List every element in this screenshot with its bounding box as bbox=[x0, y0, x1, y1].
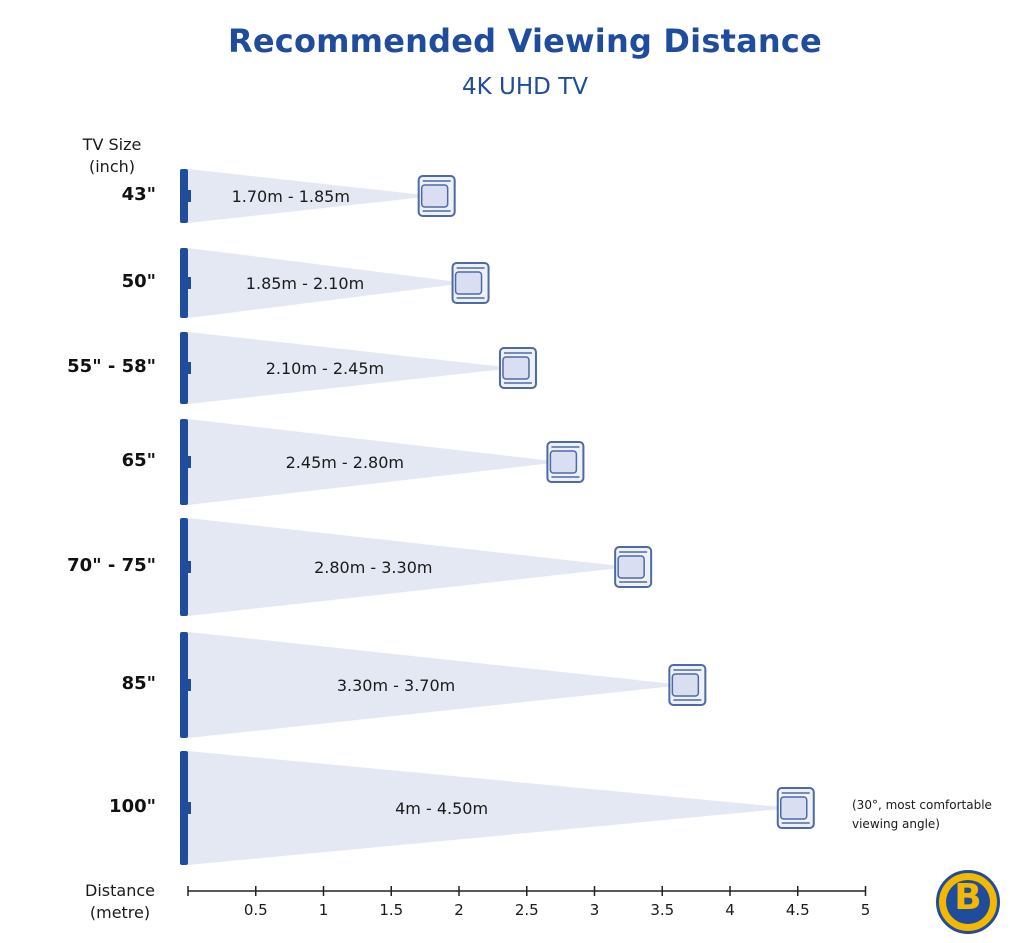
tv-size-label: 55" - 58" bbox=[67, 356, 156, 377]
note-line1: (30°, most comfortable bbox=[852, 798, 992, 812]
chair-seat bbox=[549, 450, 578, 474]
x-axis-label-line1: Distance bbox=[85, 881, 155, 900]
y-axis-label-line1: TV Size bbox=[82, 135, 142, 154]
range-label: 1.70m - 1.85m bbox=[232, 187, 350, 206]
viewing-beam bbox=[188, 169, 433, 223]
x-axis-label: Distance (metre) bbox=[70, 880, 170, 924]
tv-panel bbox=[180, 632, 188, 738]
viewing-beam bbox=[188, 751, 792, 865]
range-label: 3.30m - 3.70m bbox=[337, 676, 455, 695]
chair-seat bbox=[671, 673, 700, 697]
note-line2: viewing angle) bbox=[852, 817, 940, 831]
range-label: 4m - 4.50m bbox=[395, 799, 488, 818]
y-axis-label-line2: (inch) bbox=[88, 157, 135, 176]
viewing-beam bbox=[188, 518, 630, 616]
viewing-beam bbox=[188, 332, 514, 404]
tv-size-label: 100" bbox=[109, 796, 156, 817]
x-tick-label: 4.5 bbox=[786, 901, 810, 919]
chair-seat bbox=[420, 184, 449, 208]
tv-panel bbox=[180, 518, 188, 616]
tv-stand bbox=[188, 456, 191, 468]
tv-panel bbox=[180, 751, 188, 865]
x-tick-label: 5 bbox=[861, 901, 871, 919]
tv-size-label: 43" bbox=[121, 184, 156, 205]
logo-letter: B bbox=[954, 877, 982, 918]
range-label: 2.10m - 2.45m bbox=[266, 359, 384, 378]
chart-subtitle: 4K UHD TV bbox=[462, 74, 588, 100]
y-axis-label: TV Size (inch) bbox=[62, 134, 162, 178]
range-label: 2.45m - 2.80m bbox=[286, 453, 404, 472]
tv-stand bbox=[188, 362, 191, 374]
x-tick-label: 1.5 bbox=[379, 901, 403, 919]
x-axis-label-line2: (metre) bbox=[89, 903, 151, 922]
x-tick-label: 0.5 bbox=[244, 901, 268, 919]
tv-size-label: 65" bbox=[121, 450, 156, 471]
tv-panel bbox=[180, 419, 188, 505]
chair-seat bbox=[454, 271, 483, 295]
tv-stand bbox=[188, 802, 191, 814]
tv-stand bbox=[188, 190, 191, 202]
viewing-beam bbox=[188, 419, 562, 505]
tv-panel bbox=[180, 332, 188, 404]
viewing-beam bbox=[188, 632, 684, 738]
tv-panel bbox=[180, 248, 188, 318]
range-label: 2.80m - 3.30m bbox=[314, 558, 432, 577]
x-tick-label: 2.5 bbox=[515, 901, 539, 919]
chart-title: Recommended Viewing Distance bbox=[228, 22, 822, 60]
viewing-beam bbox=[188, 248, 467, 318]
tv-size-label: 85" bbox=[121, 673, 156, 694]
x-tick-label: 1 bbox=[319, 901, 329, 919]
tv-stand bbox=[188, 277, 191, 289]
logo-inner-circle bbox=[946, 880, 990, 924]
x-tick-label: 2 bbox=[454, 901, 464, 919]
x-tick-label: 3.5 bbox=[650, 901, 674, 919]
chair-seat bbox=[502, 356, 530, 380]
x-tick-label: 3 bbox=[590, 901, 600, 919]
tv-size-label: 70" - 75" bbox=[67, 555, 156, 576]
chair-seat bbox=[780, 796, 808, 820]
viewing-angle-note: (30°, most comfortable viewing angle) bbox=[852, 796, 992, 834]
tv-size-label: 50" bbox=[121, 271, 156, 292]
range-label: 1.85m - 2.10m bbox=[246, 274, 364, 293]
tv-panel bbox=[180, 169, 188, 223]
tv-stand bbox=[188, 561, 191, 573]
chair-seat bbox=[617, 555, 645, 579]
brand-logo: B bbox=[936, 870, 1000, 934]
tv-stand bbox=[188, 679, 191, 691]
x-tick-label: 4 bbox=[725, 901, 735, 919]
